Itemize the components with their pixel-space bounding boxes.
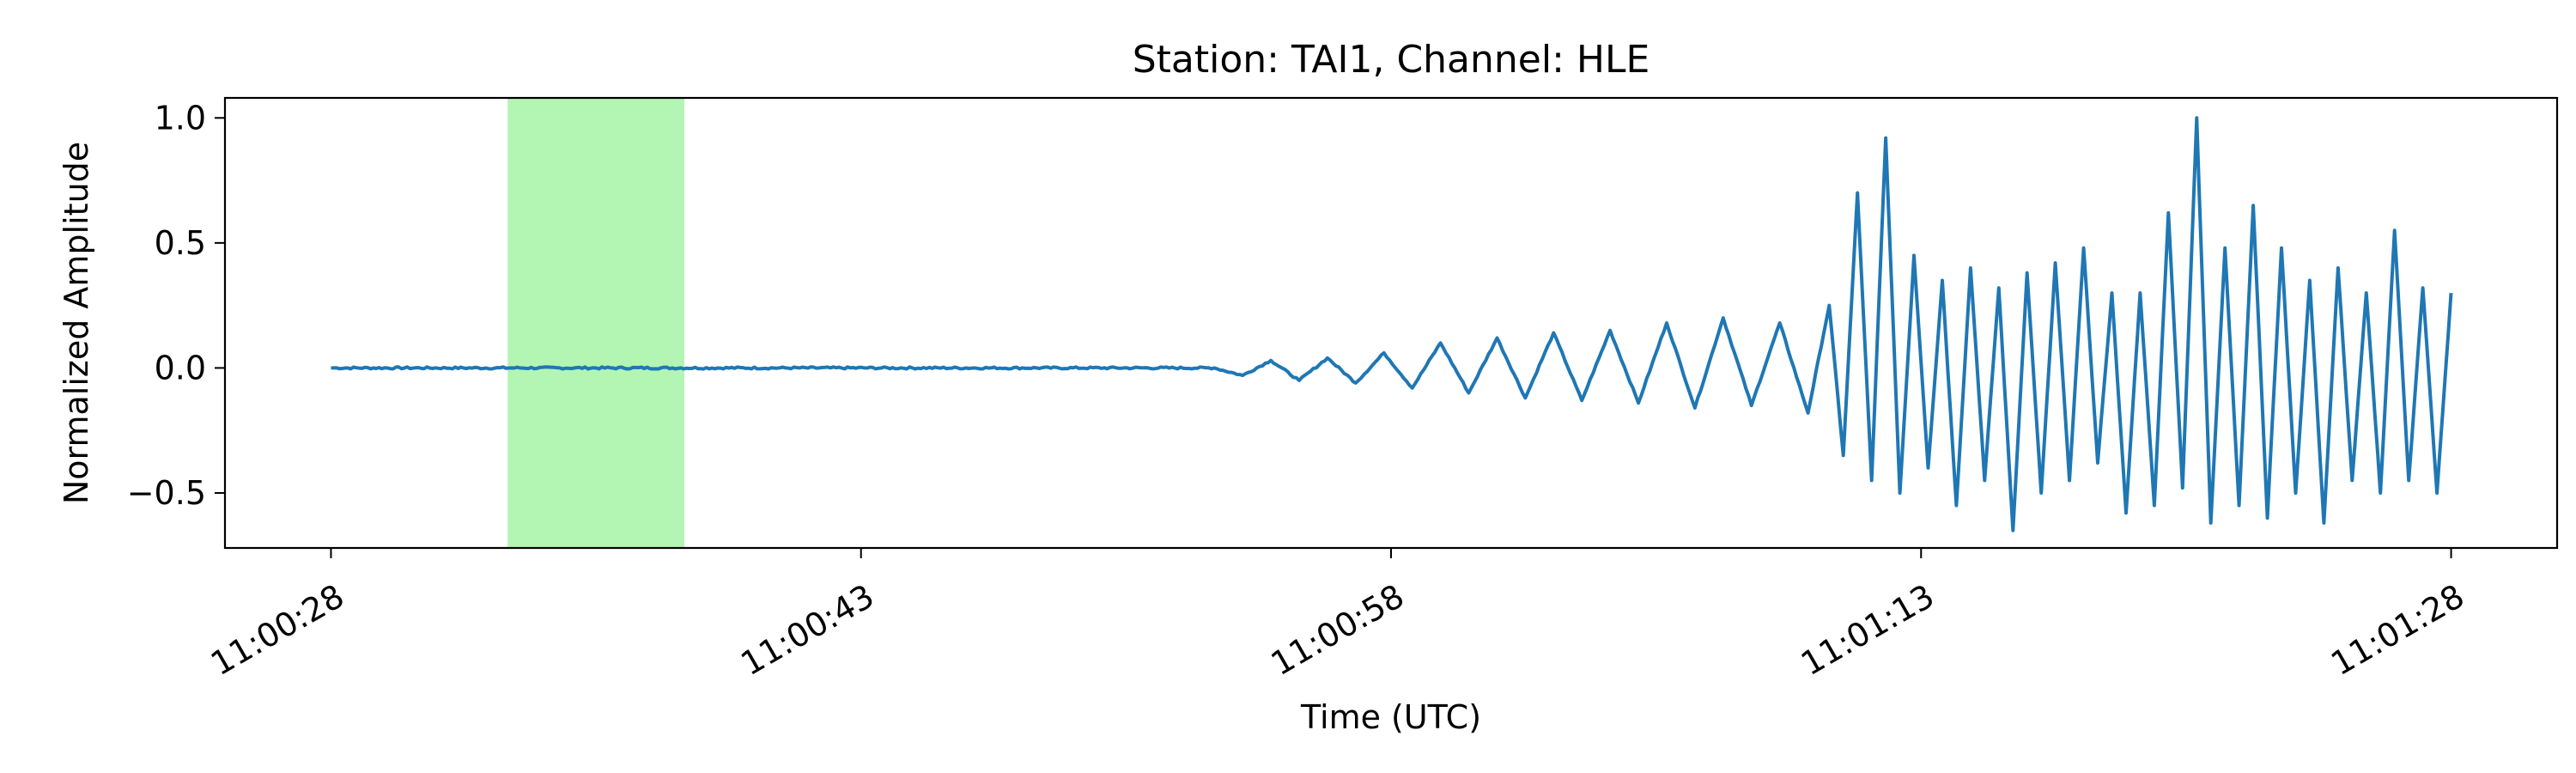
highlight-span [507,98,684,548]
series-line-0 [331,116,2453,533]
x-tick-label: 11:01:28 [2324,577,2470,683]
y-tick-label: 0.0 [155,349,206,386]
x-tick-label: 11:00:58 [1265,577,1411,683]
x-tick-label: 11:00:43 [734,577,880,683]
y-tick-label: 1.0 [155,99,206,137]
y-axis-label: Normalized Amplitude [58,142,95,504]
x-tick-label: 11:00:28 [204,577,350,683]
x-axis-label: Time (UTC) [1300,698,1481,736]
y-axis-ticks: 1.0 0.5 0.0 −0.5 [127,99,225,512]
chart-title: Station: TAI1, Channel: HLE [1133,38,1650,82]
plot-area [331,116,2453,533]
y-tick-label: −0.5 [127,474,206,512]
x-axis-ticks: 11:00:28 11:00:43 11:00:58 11:01:13 11:01:28 [204,548,2470,683]
y-tick-label: 0.5 [155,224,206,262]
x-tick-label: 11:01:13 [1795,577,1941,683]
